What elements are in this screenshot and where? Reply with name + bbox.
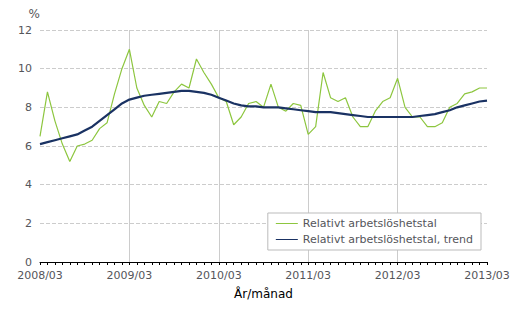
- svg-text:6: 6: [25, 140, 32, 153]
- svg-text:Relativt arbetslöshetstal: Relativt arbetslöshetstal: [303, 217, 437, 230]
- svg-text:2010/03: 2010/03: [196, 269, 242, 282]
- svg-text:Relativt arbetslöshetstal, tre: Relativt arbetslöshetstal, trend: [303, 233, 473, 246]
- svg-text:2011/03: 2011/03: [285, 269, 331, 282]
- svg-text:2008/03: 2008/03: [17, 269, 63, 282]
- svg-text:2009/03: 2009/03: [107, 269, 153, 282]
- svg-text:2013/03: 2013/03: [464, 269, 510, 282]
- svg-text:År/månad: År/månad: [234, 286, 293, 301]
- svg-text:10: 10: [18, 62, 32, 75]
- svg-text:12: 12: [18, 24, 32, 37]
- svg-text:2: 2: [25, 217, 32, 230]
- svg-text:2012/03: 2012/03: [375, 269, 421, 282]
- svg-text:8: 8: [25, 101, 32, 114]
- svg-text:0: 0: [25, 256, 32, 269]
- svg-text:4: 4: [25, 178, 32, 191]
- svg-text:%: %: [29, 7, 40, 21]
